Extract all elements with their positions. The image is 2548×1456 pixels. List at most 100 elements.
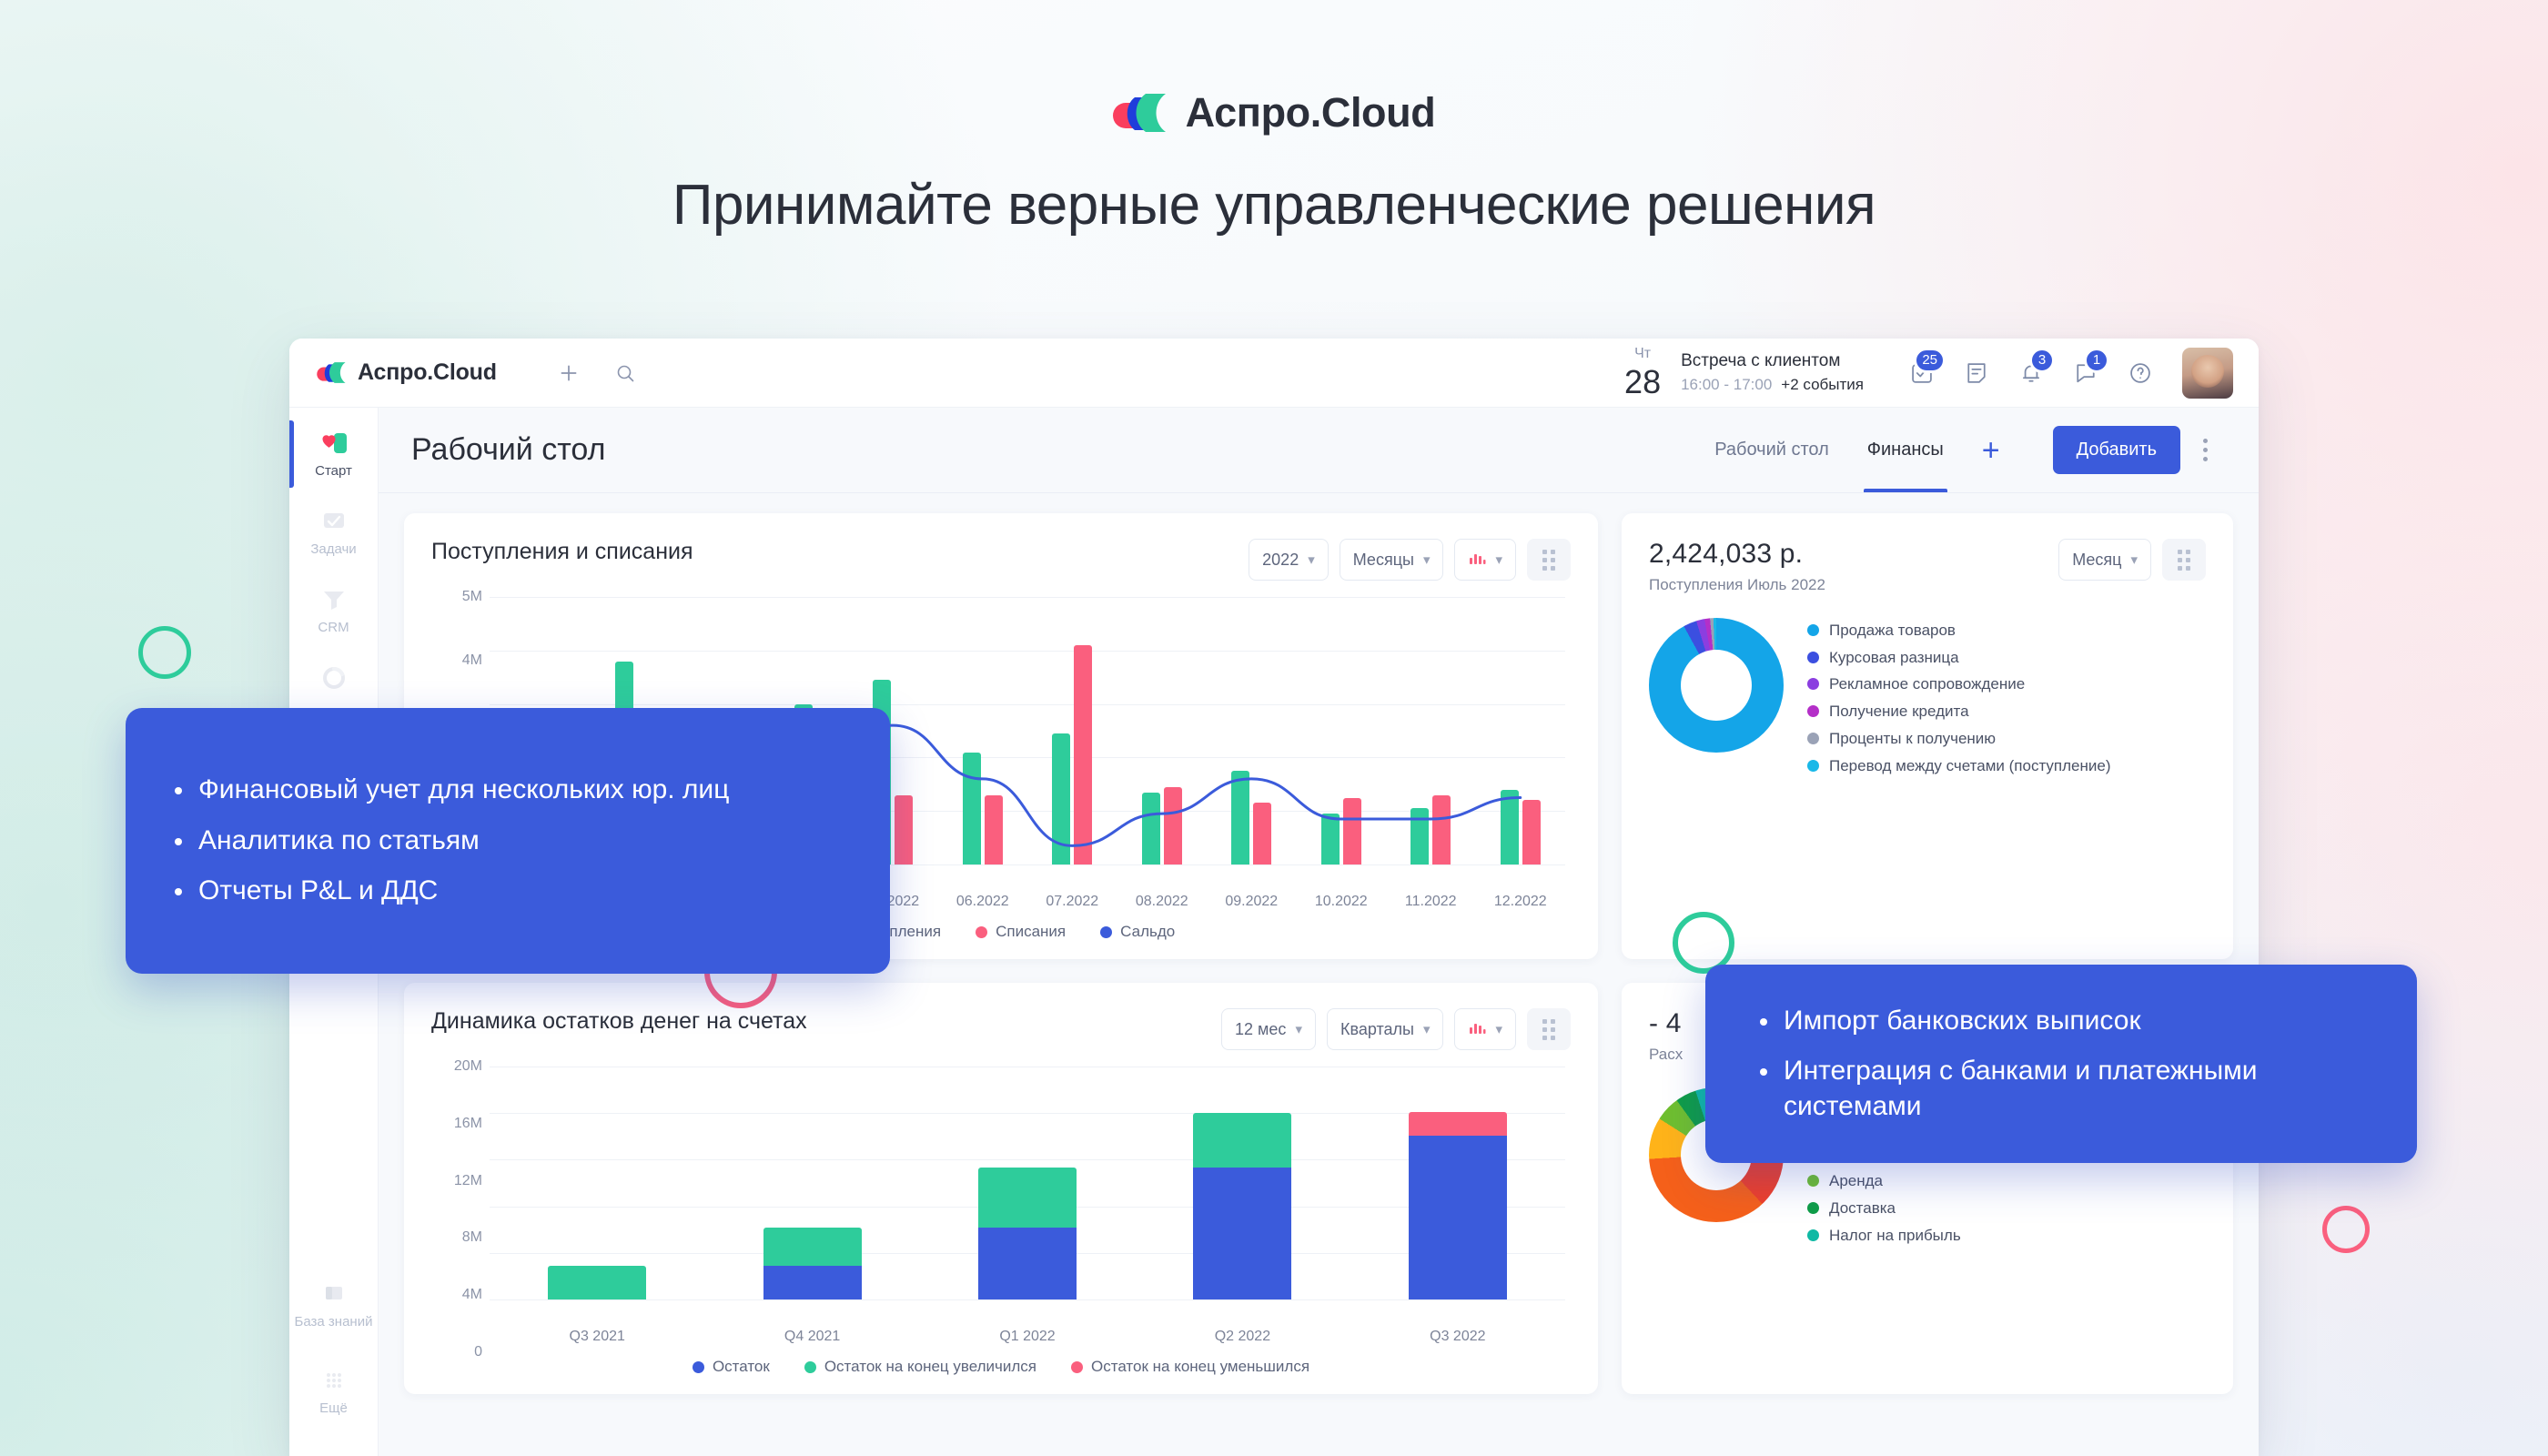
stacked-bar[interactable] xyxy=(1193,1113,1292,1299)
sidebar-item-start[interactable]: Старт xyxy=(289,415,378,493)
year-select[interactable]: 2022 ▾ xyxy=(1249,539,1329,581)
chat-icon[interactable]: 1 xyxy=(2058,347,2113,395)
y-tick: 5M xyxy=(461,589,482,604)
search-icon[interactable] xyxy=(604,352,646,394)
chevron-down-icon: ▾ xyxy=(1422,1022,1431,1037)
donut-legend-item[interactable]: Проценты к получению xyxy=(1807,730,2111,749)
legend-color-dot xyxy=(692,1360,704,1373)
bar-expense[interactable] xyxy=(1074,644,1093,864)
bar-income[interactable] xyxy=(962,752,981,864)
bar-slot xyxy=(1297,597,1387,864)
bar-income[interactable] xyxy=(1500,789,1519,864)
bar-income[interactable] xyxy=(1052,733,1071,864)
donut-legend-item[interactable]: Перевод между счетами (поступление) xyxy=(1807,757,2111,776)
donut-legend-item[interactable]: Курсовая разница xyxy=(1807,649,2111,668)
legend-color-dot xyxy=(1807,1228,1819,1241)
tab-finance[interactable]: Финансы xyxy=(1863,408,1947,492)
legend-color-dot xyxy=(1100,925,1113,938)
donut-legend-item[interactable]: Налог на прибыль xyxy=(1807,1227,2033,1246)
bar-expense[interactable] xyxy=(1342,797,1361,864)
legend-color-dot xyxy=(1807,678,1819,691)
year-select-value: 2022 xyxy=(1262,550,1299,569)
stacked-bar[interactable] xyxy=(548,1265,647,1299)
chart-type-select[interactable]: ▾ xyxy=(1454,1008,1516,1050)
plot-area xyxy=(490,1067,1565,1300)
period-select[interactable]: Кварталы ▾ xyxy=(1326,1008,1444,1050)
sidebar-item-crm[interactable]: CRM xyxy=(289,571,378,650)
notes-icon[interactable] xyxy=(1949,351,2004,395)
donut-legend-item[interactable]: Получение кредита xyxy=(1807,703,2111,722)
more-options-icon[interactable] xyxy=(2188,439,2222,461)
bar-slot xyxy=(938,597,1028,864)
tab-dashboard[interactable]: Рабочий стол xyxy=(1714,440,1829,460)
period-select-value: Месяц xyxy=(2072,550,2122,569)
x-tick-label: 11.2022 xyxy=(1404,894,1457,909)
gridline xyxy=(490,1299,1565,1300)
legend-item[interactable]: Списания xyxy=(976,923,1066,941)
card-balance-dynamics: Динамика остатков денег на счетах 12 мес… xyxy=(404,983,1598,1394)
stacked-bar[interactable] xyxy=(1408,1111,1507,1299)
legend-item[interactable]: Остаток на конец увеличился xyxy=(804,1358,1036,1376)
legend-item[interactable]: Остаток на конец уменьшился xyxy=(1071,1358,1309,1376)
avatar[interactable] xyxy=(2182,347,2233,399)
bar-income[interactable] xyxy=(1410,808,1430,864)
legend-item[interactable]: Сальдо xyxy=(1100,923,1175,941)
bar-income[interactable] xyxy=(1231,771,1250,864)
sidebar-item-knowledge-base[interactable]: База знаний xyxy=(289,1258,378,1352)
legend-item[interactable]: Остаток xyxy=(692,1358,770,1376)
callout-left: Финансовый учет для нескольких юр. лиц Ан… xyxy=(126,708,890,974)
chevron-down-icon: ▾ xyxy=(1495,552,1502,568)
chevron-down-icon: ▾ xyxy=(1295,1022,1302,1037)
drag-handle-icon[interactable] xyxy=(2162,539,2206,581)
sidebar-item-tasks[interactable]: Задачи xyxy=(289,493,378,571)
plus-icon[interactable] xyxy=(548,352,590,394)
donut-legend-item[interactable]: Рекламное сопровождение xyxy=(1807,675,2111,694)
period-select[interactable]: Месяц ▾ xyxy=(2058,539,2151,581)
topbar-event[interactable]: Встреча с клиентом 16:00 - 17:00 +2 событ… xyxy=(1681,351,1864,394)
sidebar-item-finance[interactable]: Финансы xyxy=(289,650,378,728)
bar-group xyxy=(490,1067,1565,1299)
bar-expense[interactable] xyxy=(1432,794,1451,864)
bar-expense[interactable] xyxy=(1522,800,1541,864)
x-tick-label: Q2 2022 xyxy=(1214,1329,1271,1344)
drag-handle-icon[interactable] xyxy=(1527,539,1571,581)
tab-add-icon[interactable]: + xyxy=(1981,432,2000,468)
period-select[interactable]: Месяцы ▾ xyxy=(1339,539,1444,581)
stacked-bar[interactable] xyxy=(978,1168,1077,1299)
donut-legend-item[interactable]: Продажа товаров xyxy=(1807,622,2111,641)
donut-legend-item[interactable]: Аренда xyxy=(1807,1172,2033,1191)
bar-expense[interactable] xyxy=(984,794,1003,864)
callout-item: Финансовый учет для нескольких юр. лиц xyxy=(167,773,848,807)
decor-ring-green xyxy=(1673,912,1734,974)
legend-label: Остаток на конец увеличился xyxy=(824,1358,1037,1375)
stacked-bar[interactable] xyxy=(763,1227,862,1299)
sidebar-item-more[interactable]: Ещё xyxy=(289,1352,378,1431)
chevron-down-icon: ▾ xyxy=(1422,552,1431,568)
legend-label: Остаток на конец уменьшился xyxy=(1091,1358,1310,1375)
legend-color-dot xyxy=(1807,759,1819,772)
aspro-logo-icon xyxy=(1112,90,1169,136)
expense-subtitle: Расх xyxy=(1649,1046,1684,1063)
topbar-brand[interactable]: Аспро.Cloud xyxy=(358,359,497,385)
help-icon[interactable] xyxy=(2113,351,2168,395)
bar-income[interactable] xyxy=(1320,814,1340,864)
bar-income[interactable] xyxy=(1141,792,1160,864)
income-subtitle: Поступления Июль 2022 xyxy=(1649,576,1825,593)
app-topbar: Аспро.Cloud Чт 28 Встреча с клиентом 16:… xyxy=(289,339,2259,408)
gridline xyxy=(490,864,1565,865)
x-tick-label: Q3 2022 xyxy=(1430,1329,1486,1344)
bar-expense[interactable] xyxy=(895,794,914,864)
range-select[interactable]: 12 мес ▾ xyxy=(1221,1008,1316,1050)
drag-handle-icon[interactable] xyxy=(1527,1008,1571,1050)
brand-name: Аспро.Cloud xyxy=(1185,89,1436,136)
bell-icon[interactable]: 3 xyxy=(2004,347,2058,395)
calendar-tasks-icon[interactable]: 25 xyxy=(1895,347,1949,395)
chevron-down-icon: ▾ xyxy=(2130,552,2138,568)
chevron-down-icon: ▾ xyxy=(1308,552,1315,568)
bar-expense[interactable] xyxy=(1253,803,1272,864)
add-button[interactable]: Добавить xyxy=(2052,426,2180,474)
donut-legend-item[interactable]: Доставка xyxy=(1807,1199,2033,1218)
chart-type-select[interactable]: ▾ xyxy=(1454,539,1516,581)
date-weekday: Чт xyxy=(1634,346,1652,361)
bar-expense[interactable] xyxy=(1163,786,1182,864)
